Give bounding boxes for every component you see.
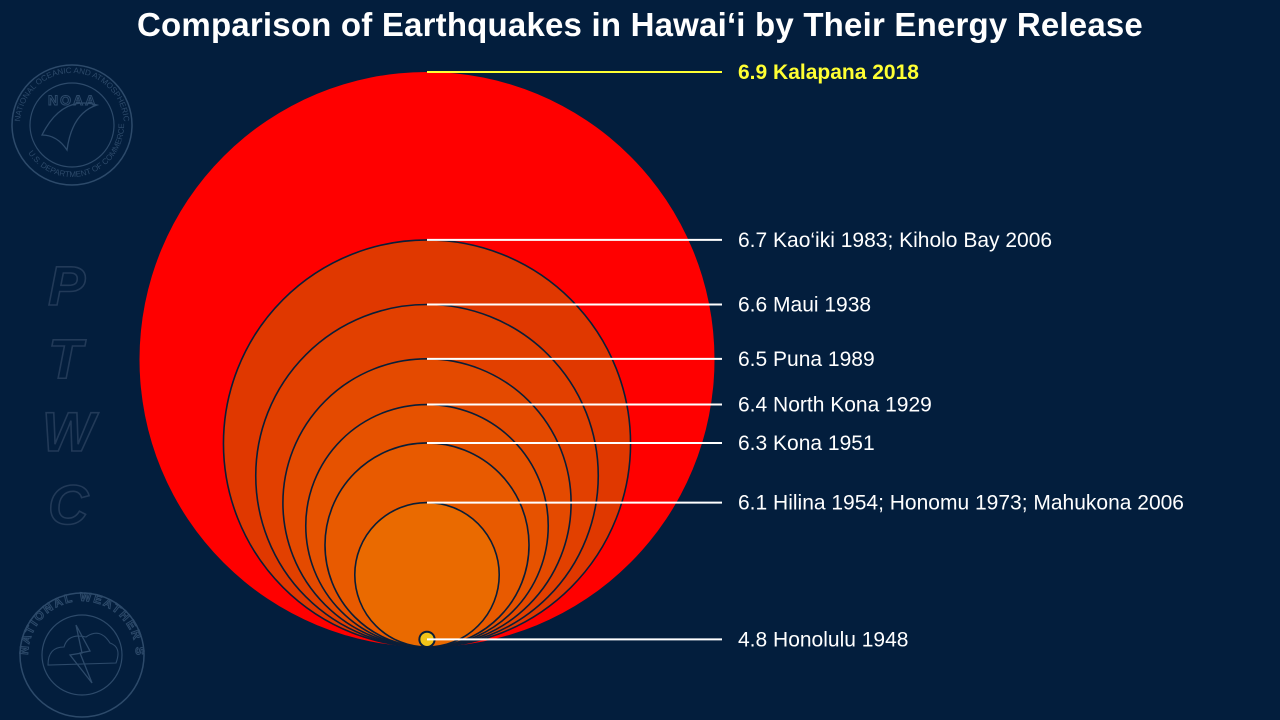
- quake-label-6-1: 6.1 Hilina 1954; Honomu 1973; Mahukona 2…: [738, 492, 1184, 515]
- ptwc-letter-p: P: [48, 254, 86, 317]
- nws-logo-watermark: NATIONAL WEATHER SERVICE: [16, 589, 147, 718]
- quake-label-6-6: 6.6 Maui 1938: [738, 293, 871, 316]
- leaders-layer: [427, 71, 722, 641]
- ptwc-letter-w: W: [42, 400, 99, 463]
- nws-logo-outer-ring: [19, 592, 145, 718]
- quake-label-6-4: 6.4 North Kona 1929: [738, 394, 932, 417]
- nws-logo-inner-ring: [41, 614, 123, 696]
- bubble-6-1: [353, 501, 501, 648]
- noaa-logo-watermark: NOAA NATIONAL OCEANIC AND ATMOSPHERIC AD…: [11, 64, 133, 186]
- ptwc-letter-t: T: [48, 327, 87, 390]
- quake-label-6-7: 6.7 Kao‘iki 1983; Kiholo Bay 2006: [738, 229, 1052, 252]
- ptwc-watermark: P T W C: [41, 253, 100, 537]
- noaa-logo-inner-ring: [29, 82, 115, 168]
- quake-label-6-3: 6.3 Kona 1951: [738, 432, 875, 455]
- quake-label-6-5: 6.5 Puna 1989: [738, 348, 875, 371]
- noaa-logo-text: NOAA: [48, 92, 97, 108]
- quake-label-4-8: 4.8 Honolulu 1948: [738, 628, 908, 651]
- labels-layer: 6.9 Kalapana 2018 6.7 Kao‘iki 1983; Kihol…: [738, 61, 1184, 651]
- quake-label-6-9: 6.9 Kalapana 2018: [738, 61, 919, 84]
- nws-lightning-icon: [68, 624, 93, 684]
- nws-cloud-icon: [47, 632, 119, 666]
- noaa-bird-icon: [40, 102, 100, 152]
- noaa-logo-outer-ring: [11, 64, 133, 186]
- chart-title: Comparison of Earthquakes in Hawai‘i by …: [137, 6, 1143, 43]
- nws-ring-text: NATIONAL WEATHER SERVICE: [17, 590, 147, 658]
- ptwc-letter-c: C: [48, 473, 90, 536]
